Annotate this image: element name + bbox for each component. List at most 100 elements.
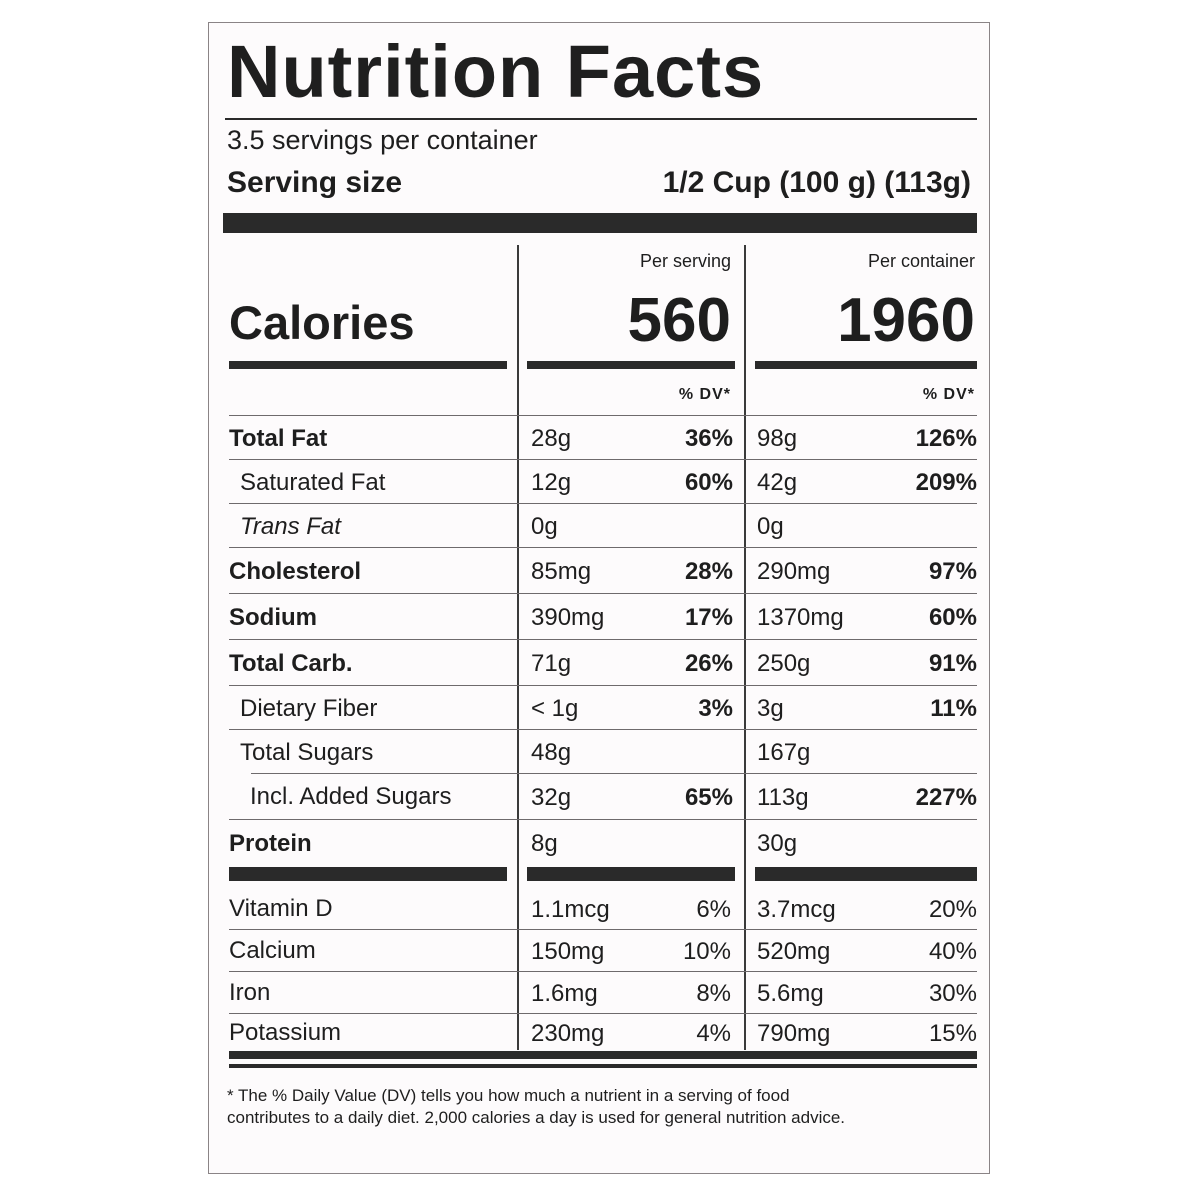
serving-dv: 26%: [684, 650, 733, 677]
row-separator: [229, 971, 977, 972]
nutrient-name: Dietary Fiber: [240, 695, 378, 722]
vitamin-name: Iron: [229, 979, 271, 1006]
nutrient-row-added-sugars: Incl. Added Sugars 32g 65% 113g 227%: [209, 773, 991, 819]
container-amount: 1370mg: [757, 604, 844, 631]
nutrient-name: Total Sugars: [240, 739, 374, 766]
nutrient-row-total-sugars: Total Sugars 48g 167g: [209, 729, 991, 773]
serving-amount: 150mg: [531, 938, 605, 965]
row-separator: [229, 685, 977, 686]
row-separator: [229, 819, 977, 820]
container-amount: 290mg: [757, 558, 831, 585]
serving-dv: 8%: [696, 980, 731, 1007]
thick-rule-top: [223, 213, 977, 233]
servings-per-container: 3.5 servings per container: [227, 125, 538, 155]
nutrient-name: Saturated Fat: [240, 469, 386, 496]
footnote-line-1: * The % Daily Value (DV) tells you how m…: [227, 1086, 790, 1105]
container-amount: 3g: [757, 695, 784, 722]
row-separator: [229, 503, 977, 504]
panel-title: Nutrition Facts: [227, 30, 765, 113]
container-dv: 15%: [928, 1020, 977, 1047]
calories-per-container: 1960: [837, 286, 975, 355]
bottom-rule-thick: [229, 1051, 977, 1059]
row-separator: [229, 593, 977, 594]
serving-amount: 230mg: [531, 1020, 605, 1047]
serving-dv: 60%: [684, 469, 733, 496]
serving-size-value: 1/2 Cup (100 g) (113g): [662, 166, 971, 199]
container-amount: 790mg: [757, 1020, 831, 1047]
row-separator: [229, 415, 977, 416]
serving-amount: 85mg: [531, 558, 592, 585]
per-serving-header: Per serving: [639, 251, 731, 271]
serving-amount: 1.6mg: [531, 980, 598, 1007]
container-dv: 227%: [915, 784, 977, 811]
serving-dv: 4%: [696, 1020, 731, 1047]
serving-dv: 65%: [684, 784, 733, 811]
protein-rule-c: [755, 867, 977, 881]
container-amount: 42g: [757, 469, 798, 496]
protein-rule-a: [229, 867, 507, 881]
container-dv: 97%: [928, 558, 977, 585]
vitamin-name: Calcium: [229, 937, 316, 964]
container-amount: 250g: [757, 650, 811, 677]
container-dv: 20%: [928, 896, 977, 923]
serving-amount: 8g: [531, 830, 558, 857]
nutrient-name: Total Fat: [229, 425, 328, 452]
dv-footnote: * The % Daily Value (DV) tells you how m…: [227, 1085, 845, 1129]
calories-rule-b: [527, 361, 735, 369]
serving-amount: 12g: [531, 469, 572, 496]
serving-amount: 32g: [531, 784, 572, 811]
nutrient-name: Incl. Added Sugars: [250, 783, 452, 810]
nutrient-name: Total Carb.: [229, 650, 353, 677]
container-dv: 40%: [928, 938, 977, 965]
container-dv: 126%: [915, 425, 977, 452]
container-dv: 60%: [928, 604, 977, 631]
container-amount: 5.6mg: [757, 980, 824, 1007]
serving-amount: < 1g: [531, 695, 579, 722]
container-amount: 0g: [757, 513, 784, 540]
serving-dv: 3%: [698, 695, 733, 722]
serving-amount: 1.1mcg: [531, 896, 610, 923]
row-separator: [229, 547, 977, 548]
nutrient-row-trans-fat: Trans Fat 0g 0g: [209, 503, 991, 547]
container-dv: 209%: [915, 469, 977, 496]
dv-header-serving: % DV*: [678, 386, 731, 403]
serving-amount: 71g: [531, 650, 572, 677]
nutrient-row-dietary-fiber: Dietary Fiber < 1g 3% 3g 11%: [209, 685, 991, 729]
calories-label: Calories: [229, 296, 415, 349]
vitamin-row-potassium: Potassium 230mg 4% 790mg 15%: [209, 1013, 991, 1049]
dv-header-container: % DV*: [922, 386, 975, 403]
nutrient-row-total-carb: Total Carb. 71g 26% 250g 91%: [209, 639, 991, 685]
serving-dv: 10%: [682, 938, 731, 965]
row-separator: [229, 929, 977, 930]
vitamin-row-iron: Iron 1.6mg 8% 5.6mg 30%: [209, 971, 991, 1013]
container-amount: 520mg: [757, 938, 831, 965]
protein-rule-b: [527, 867, 735, 881]
serving-amount: 28g: [531, 425, 572, 452]
row-separator: [229, 729, 977, 730]
serving-dv: 36%: [684, 425, 733, 452]
row-separator: [229, 459, 977, 460]
container-dv: 30%: [928, 980, 977, 1007]
container-amount: 167g: [757, 739, 811, 766]
nutrient-name: Trans Fat: [240, 513, 341, 540]
nutrient-name: Protein: [229, 830, 312, 857]
nutrient-row-sodium: Sodium 390mg 17% 1370mg 60%: [209, 593, 991, 639]
nutrition-facts-panel: Nutrition Facts 3.5 servings per contain…: [208, 22, 990, 1174]
nutrient-name: Sodium: [229, 604, 317, 631]
vitamin-row-vitamin-d: Vitamin D 1.1mcg 6% 3.7mcg 20%: [209, 887, 991, 929]
calories-rule-c: [755, 361, 977, 369]
vitamin-row-calcium: Calcium 150mg 10% 520mg 40%: [209, 929, 991, 971]
nutrient-name: Cholesterol: [229, 558, 362, 585]
container-amount: 30g: [757, 830, 798, 857]
serving-dv: 28%: [684, 558, 733, 585]
serving-amount: 48g: [531, 739, 572, 766]
container-amount: 3.7mcg: [757, 896, 836, 923]
serving-dv: 17%: [684, 604, 733, 631]
column-divider-right: [744, 245, 746, 1050]
container-amount: 98g: [757, 425, 798, 452]
vitamin-name: Potassium: [229, 1019, 342, 1046]
row-separator: [229, 639, 977, 640]
nutrient-row-cholesterol: Cholesterol 85mg 28% 290mg 97%: [209, 547, 991, 593]
bottom-rule-thin: [229, 1064, 977, 1068]
container-dv: 11%: [930, 695, 977, 722]
